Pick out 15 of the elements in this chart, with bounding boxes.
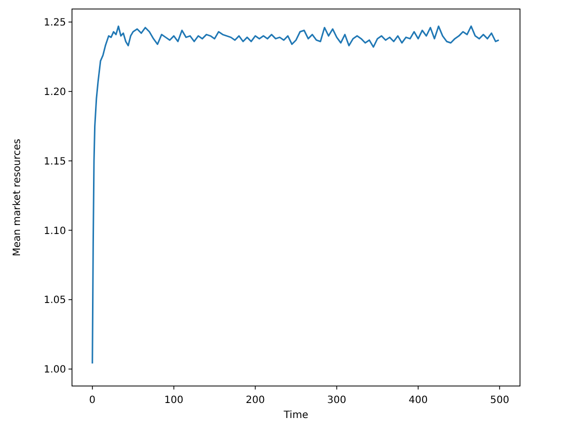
- x-tick-label: 500: [490, 395, 510, 406]
- y-axis-title: Mean market resources: [12, 138, 23, 256]
- x-tick-label: 300: [327, 395, 346, 406]
- x-axis-title: Time: [282, 410, 308, 421]
- y-tick-label: 1.10: [44, 226, 66, 237]
- y-tick-label: 1.20: [44, 86, 66, 98]
- y-tick-label: 1.00: [44, 364, 66, 376]
- x-tick-label: 0: [89, 395, 96, 406]
- x-tick-label: 100: [164, 395, 184, 406]
- line-series: [92, 25, 500, 364]
- x-tick-label: 400: [408, 395, 428, 406]
- y-tick-label: 1.25: [44, 18, 66, 29]
- y-tick-label: 1.05: [44, 295, 66, 306]
- y-tick-label: 1.15: [44, 156, 66, 168]
- x-tick-label: 200: [246, 395, 265, 406]
